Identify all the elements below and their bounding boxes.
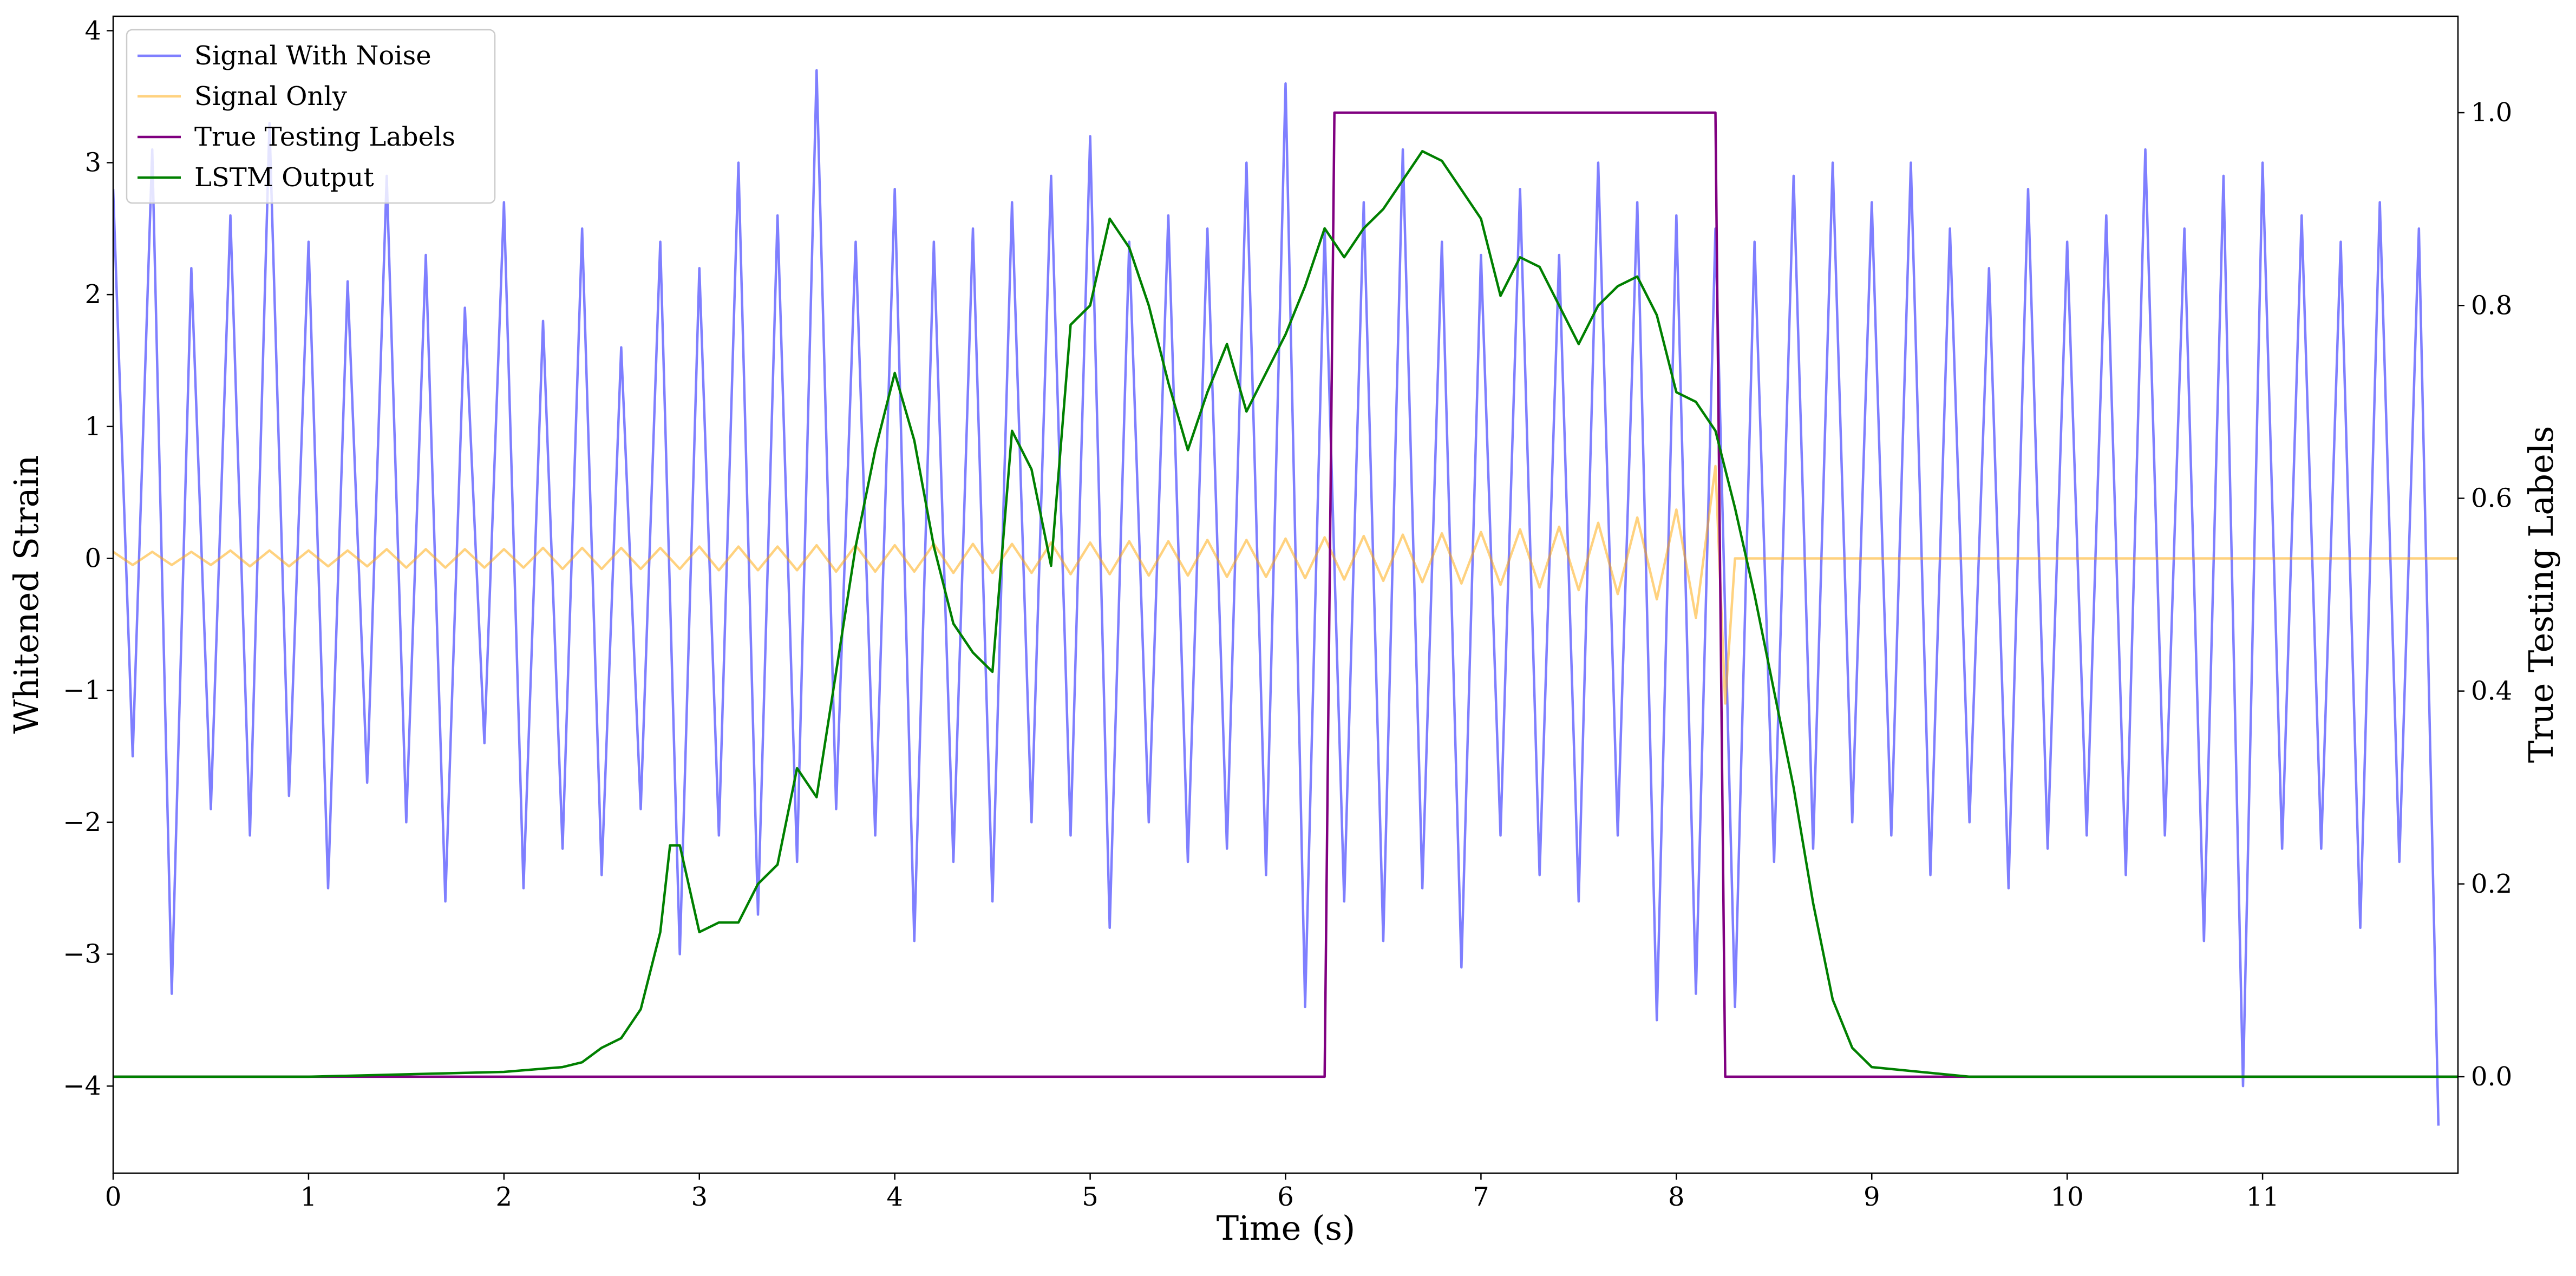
x-axis-label: Time (s) [1217, 1208, 1356, 1248]
y2-tick-label: 0.8 [2471, 290, 2512, 320]
series-line [113, 150, 2458, 1078]
x-tick-label: 5 [1082, 1182, 1099, 1212]
y-tick-label: 3 [84, 147, 101, 178]
y2-tick-label: 0.2 [2471, 869, 2512, 899]
x-tick-label: 0 [105, 1182, 122, 1212]
series-line [113, 69, 2440, 1126]
y-tick-label: −2 [63, 807, 101, 837]
y-tick-label: 0 [84, 543, 101, 573]
y-tick-label: −1 [63, 675, 101, 705]
legend-label: Signal With Noise [194, 41, 431, 71]
plot-area [113, 69, 2458, 1126]
x-tick-label: 9 [1864, 1182, 1880, 1212]
y2-axis-label: True Testing Labels [2521, 426, 2561, 763]
y-axis-label: Whitened Strain [6, 455, 46, 734]
x-tick-label: 3 [691, 1182, 708, 1212]
y-tick-label: −4 [63, 1071, 101, 1101]
x-tick-label: 1 [300, 1182, 317, 1212]
y-tick-label: 1 [84, 411, 101, 442]
y2-tick-label: 0.6 [2471, 483, 2512, 513]
x-tick-label: 7 [1473, 1182, 1489, 1212]
x-tick-label: 4 [886, 1182, 903, 1212]
legend-label: Signal Only [194, 81, 347, 112]
x-tick-label: 10 [2051, 1182, 2084, 1212]
x-tick-label: 6 [1277, 1182, 1294, 1212]
y-tick-label: 2 [84, 279, 101, 310]
series-line [113, 464, 2458, 705]
x-tick-label: 2 [496, 1182, 513, 1212]
legend-label: True Testing Labels [194, 122, 455, 152]
y2-tick-label: 0.0 [2471, 1062, 2512, 1092]
legend-label: LSTM Output [194, 162, 374, 193]
x-tick-label: 8 [1668, 1182, 1685, 1212]
x-tick-label: 11 [2246, 1182, 2279, 1212]
series-line [113, 111, 2458, 1078]
y-tick-label: 4 [84, 16, 101, 46]
y-tick-label: −3 [63, 939, 101, 970]
y2-tick-label: 1.0 [2471, 97, 2512, 128]
legend-box [126, 29, 496, 204]
y2-tick-label: 0.4 [2471, 676, 2512, 706]
